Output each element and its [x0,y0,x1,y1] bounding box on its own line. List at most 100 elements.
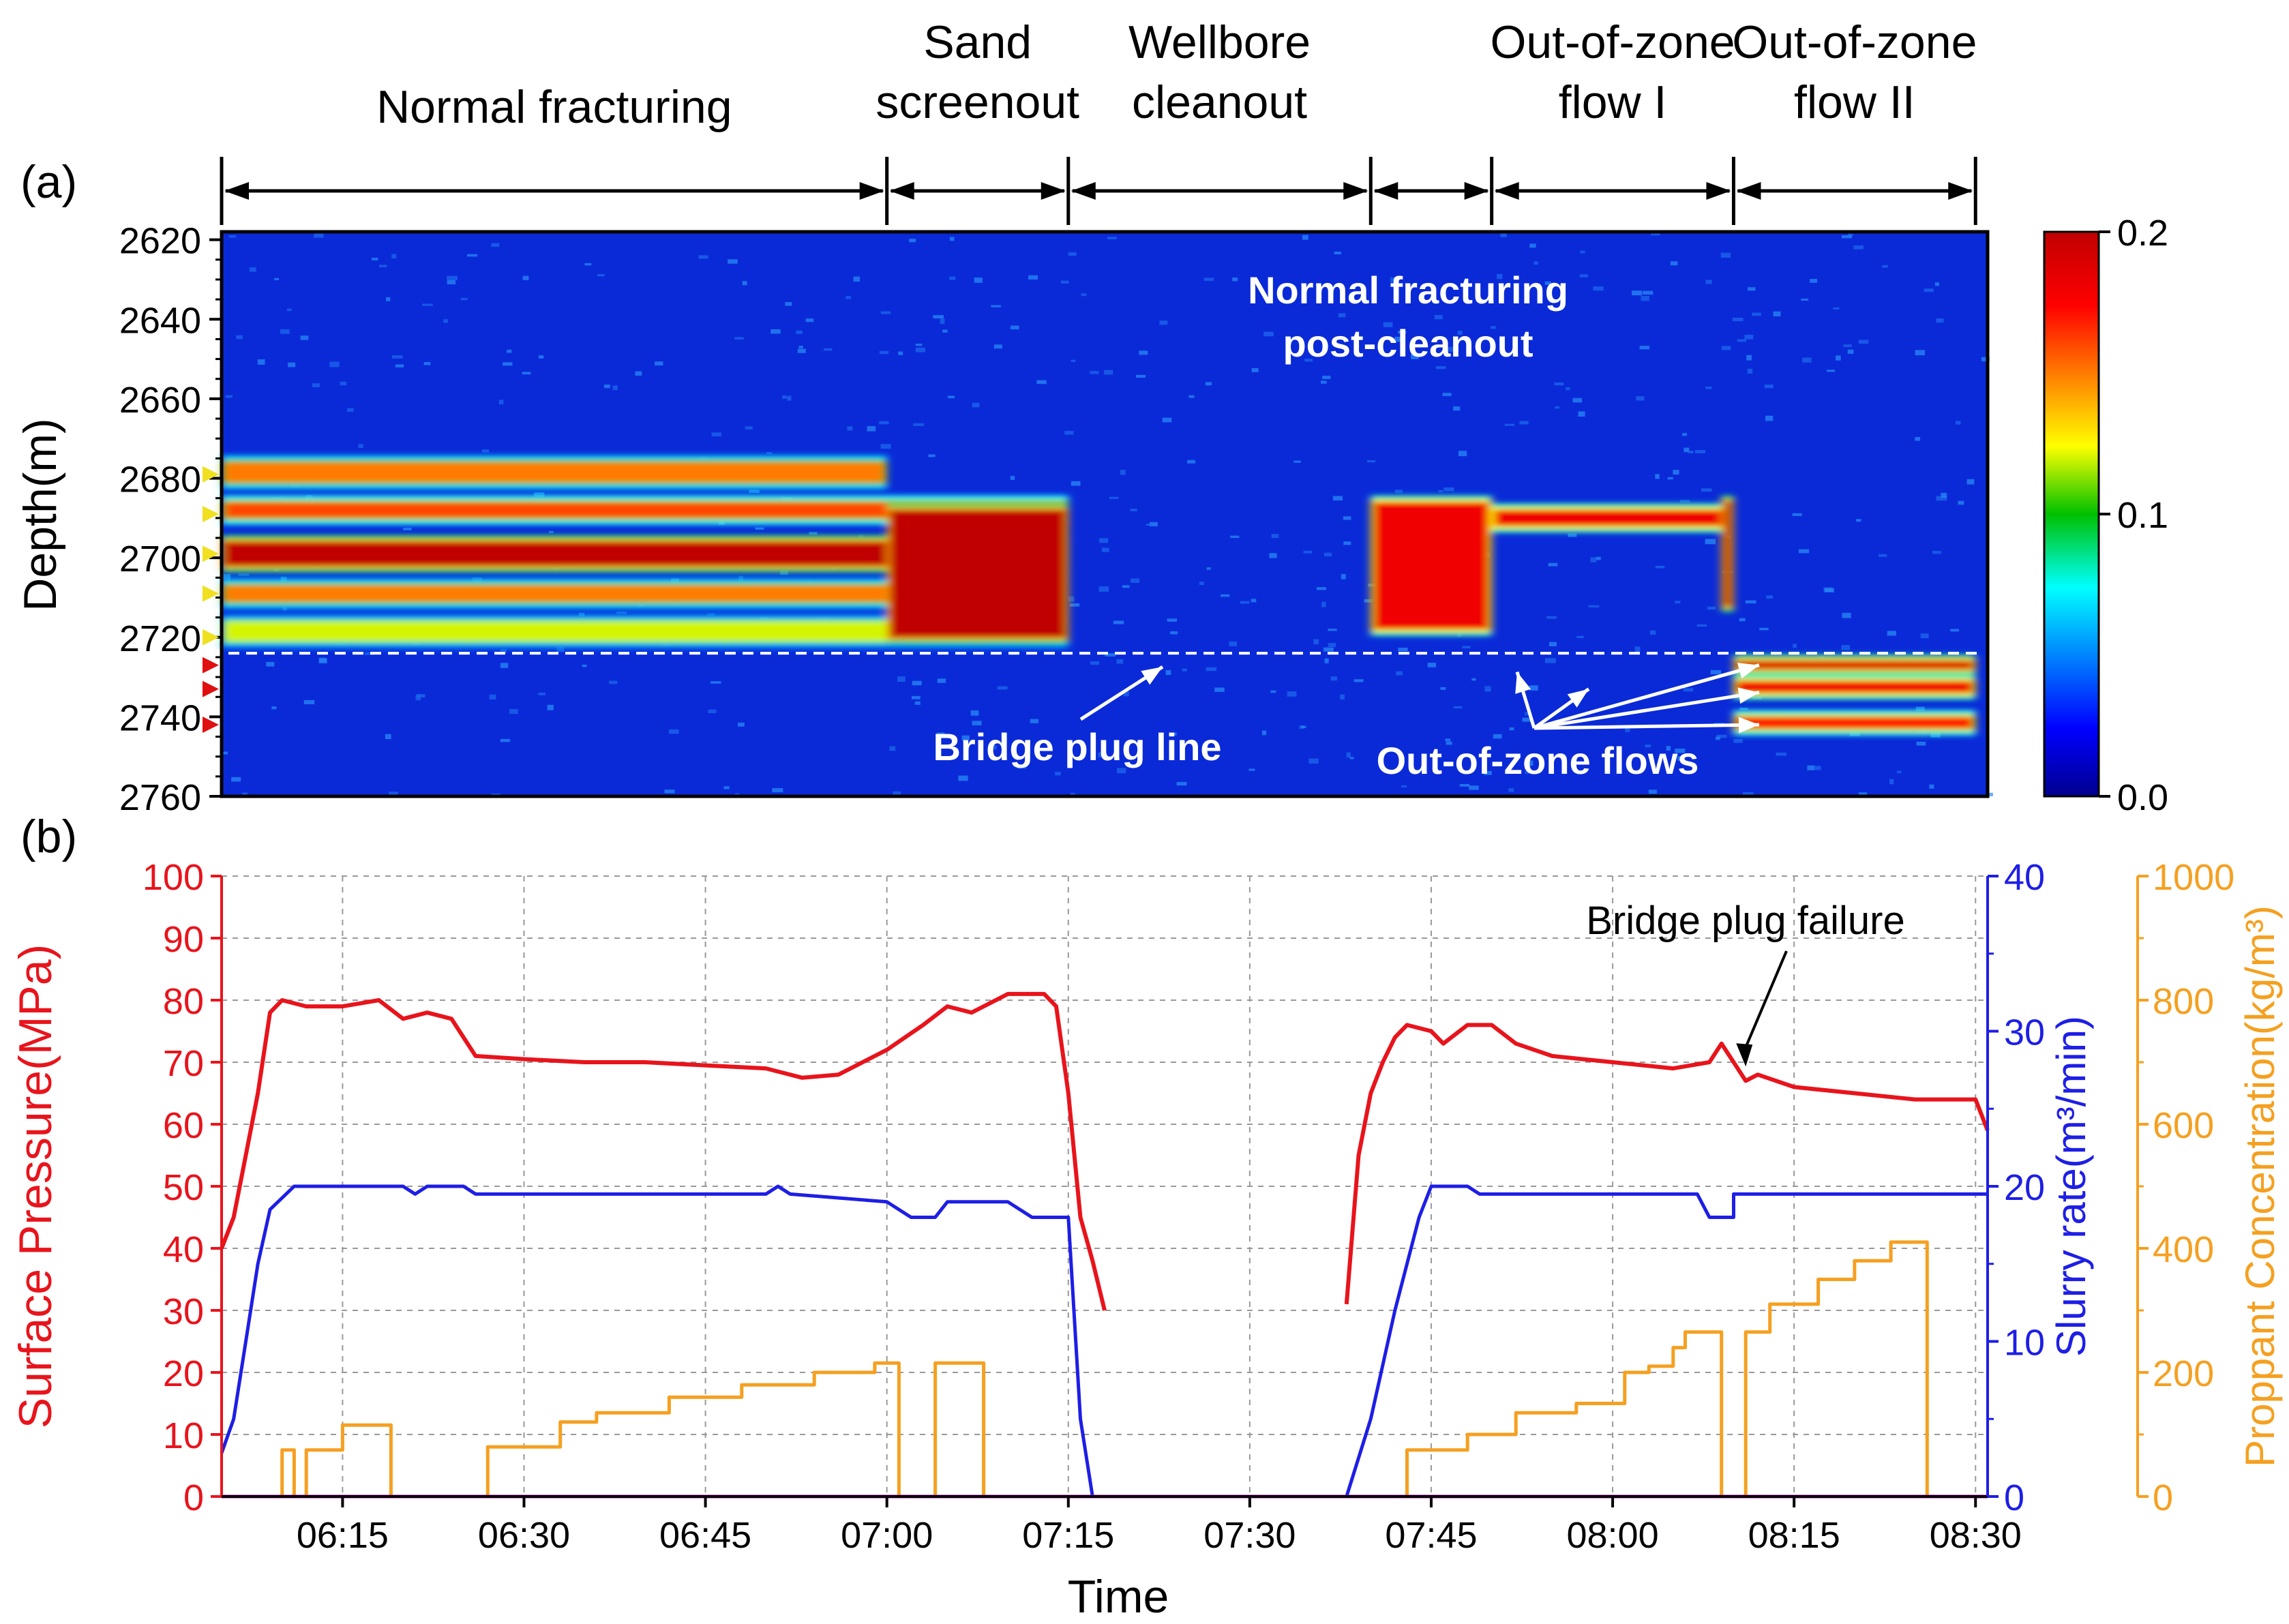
out-of-zone-arrow-head [1515,672,1531,694]
noise-speck [1328,629,1337,631]
noise-speck [1766,595,1774,599]
noise-speck [391,355,403,359]
noise-speck [1068,596,1075,602]
noise-speck [1739,707,1748,710]
noise-speck [1566,387,1570,391]
noise-speck [893,791,901,796]
noise-speck [312,383,320,387]
noise-speck [1120,469,1126,475]
noise-speck [597,273,605,277]
noise-speck [1950,629,1960,632]
noise-speck [1165,670,1171,676]
noise-speck [1576,635,1584,638]
noise-speck [1338,313,1346,318]
band-core [1736,661,1973,670]
noise-speck [1104,370,1113,375]
noise-speck [1383,322,1393,327]
noise-speck [1596,556,1601,560]
noise-speck [538,355,544,359]
arrow-head [1071,182,1096,200]
line-annotations: Bridge plug failure [1586,899,1905,1067]
noise-speck [1670,261,1678,266]
noise-speck [379,265,387,268]
noise-speck [1675,748,1686,753]
slurry-axis-label: Slurry rate(m³/min) [2048,1016,2094,1357]
noise-speck [500,663,509,668]
noise-speck [787,395,792,401]
noise-speck [1792,513,1802,516]
noise-speck [460,297,468,301]
noise-speck [1649,630,1656,635]
noise-speck [1858,340,1869,344]
noise-speck [489,694,496,700]
noise-speck [1401,785,1407,787]
noise-speck [346,408,354,412]
noise-speck [1746,355,1752,361]
proppant-tick-label: 1000 [2153,857,2234,898]
pressure-tick-label: 60 [163,1105,204,1146]
noise-speck [238,573,250,576]
noise-speck [1549,642,1557,646]
noise-speck [1710,670,1722,674]
pressure-tick-label: 40 [163,1229,204,1270]
noise-speck [909,239,916,243]
noise-speck [958,775,968,781]
noise-speck [911,695,921,700]
noise-speck [1696,624,1707,627]
noise-speck [1579,770,1583,773]
noise-speck [1733,738,1743,743]
noise-speck [329,361,340,367]
phase-label: Out-of-zone flow I [1491,16,1735,128]
noise-speck [707,613,715,616]
noise-speck [1055,772,1061,776]
noise-speck [898,351,903,355]
depth-tick-label: 2760 [119,777,201,818]
arrow-head [1948,182,1973,200]
noise-speck [1036,380,1047,385]
noise-speck [1841,645,1851,650]
noise-speck [548,530,554,533]
noise-speck [1655,474,1660,479]
noise-speck [1240,601,1250,604]
noise-speck [797,348,806,353]
noise-speck [1493,734,1502,739]
noise-speck [1694,450,1705,453]
noise-speck [584,262,592,266]
noise-speck [933,315,944,319]
noise-speck [1773,311,1781,317]
noise-speck [389,792,398,796]
noise-speck [1453,706,1463,709]
panel-a-label: (a) [20,156,77,208]
noise-speck [1090,661,1100,665]
noise-speck [1394,490,1403,494]
proppant-tick-label: 400 [2153,1229,2214,1270]
noise-speck [1981,357,1990,362]
noise-speck [1519,421,1529,425]
noise-speck [1446,741,1452,745]
phase-label: Wellbore cleanout [1128,16,1311,128]
noise-speck [1679,500,1690,503]
bridge-plug-arrow-head [1141,667,1163,685]
proppant-axis-label: Proppant Concentration(kg/m³) [2237,905,2283,1467]
noise-speck [1343,516,1351,520]
pressure-tick-label: 90 [163,919,204,960]
noise-speck [1856,519,1861,522]
noise-speck [1459,783,1470,787]
noise-speck [1187,460,1196,464]
pressure-tick-label: 30 [163,1291,204,1332]
noise-speck [1529,685,1538,691]
depth-markers [203,466,219,734]
noise-speck [1776,752,1787,756]
noise-speck [1572,397,1583,403]
colorbar-tick-label: 0.0 [2117,777,2168,818]
noise-speck [1205,382,1212,386]
noise-speck [1071,359,1076,362]
slurry-line [1345,1184,1988,1497]
noise-speck [1469,785,1479,790]
perforation-marker [203,585,219,602]
noise-speck [1098,586,1109,592]
noise-speck [997,686,1008,690]
noise-speck [1810,279,1818,283]
noise-speck [1030,719,1039,723]
noise-speck [880,311,891,314]
